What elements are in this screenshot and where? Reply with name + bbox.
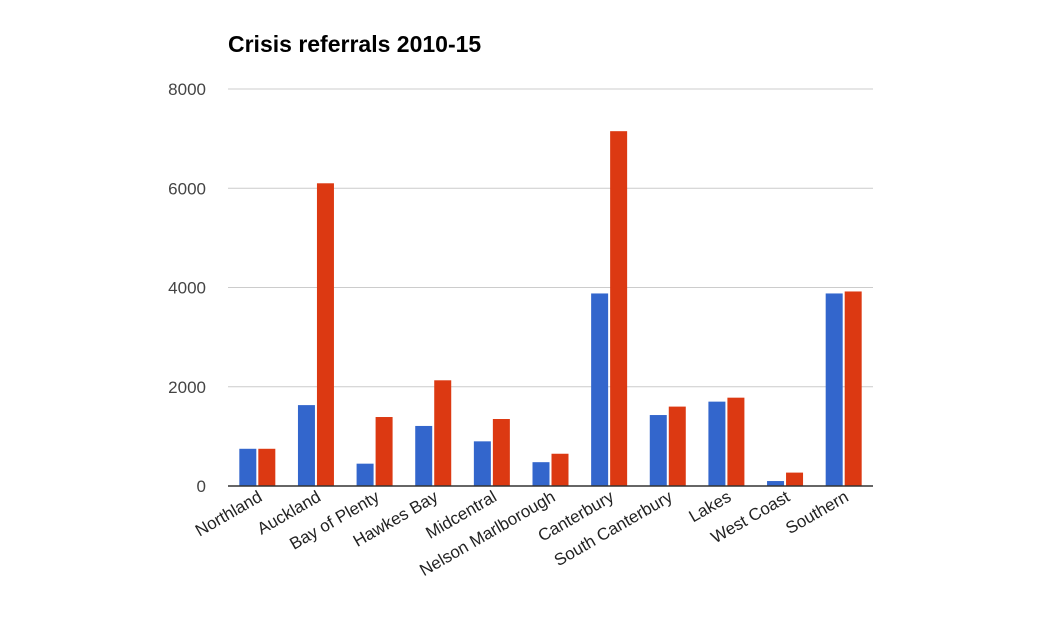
x-category-label: Southern bbox=[782, 487, 851, 538]
bar-series-1-midcentral bbox=[473, 441, 491, 486]
bar-series-2-southern bbox=[844, 291, 862, 486]
y-tick-label: 2000 bbox=[168, 378, 206, 397]
gridlines bbox=[228, 88, 873, 388]
bar-series-2-canterbury bbox=[610, 131, 628, 486]
bar-series-1-west-coast bbox=[767, 481, 785, 486]
bar-series-2-south-canterbury bbox=[668, 406, 686, 486]
bar-series-2-auckland bbox=[316, 183, 334, 486]
bar-series-1-northland bbox=[239, 448, 257, 486]
chart-title: Crisis referrals 2010-15 bbox=[228, 31, 481, 57]
bar-series-2-hawkes-bay bbox=[434, 380, 452, 486]
bar-series-1-canterbury bbox=[591, 293, 609, 486]
bar-series-1-auckland bbox=[297, 405, 315, 486]
bar-series-1-lakes bbox=[708, 401, 726, 486]
bar-series-1-nelson-marlborough bbox=[532, 462, 550, 486]
bar-series-1-bay-of-plenty bbox=[356, 463, 374, 486]
bar-series-2-bay-of-plenty bbox=[375, 417, 393, 486]
y-tick-label: 8000 bbox=[168, 80, 206, 99]
bar-series-2-northland bbox=[258, 448, 276, 486]
bar-series-2-lakes bbox=[727, 397, 745, 486]
bar-series-1-south-canterbury bbox=[649, 415, 667, 486]
bar-series-2-west-coast bbox=[786, 472, 804, 486]
bar-series-2-nelson-marlborough bbox=[551, 453, 569, 486]
y-axis-tick-labels: 0 2000 4000 6000 8000 bbox=[168, 80, 206, 496]
bar-series-2-midcentral bbox=[492, 419, 510, 486]
bars bbox=[239, 131, 862, 486]
bar-series-1-hawkes-bay bbox=[415, 425, 433, 486]
y-tick-label: 6000 bbox=[168, 179, 206, 198]
bar-series-1-southern bbox=[825, 293, 843, 486]
y-tick-label: 0 bbox=[197, 477, 206, 496]
y-tick-label: 4000 bbox=[168, 279, 206, 298]
